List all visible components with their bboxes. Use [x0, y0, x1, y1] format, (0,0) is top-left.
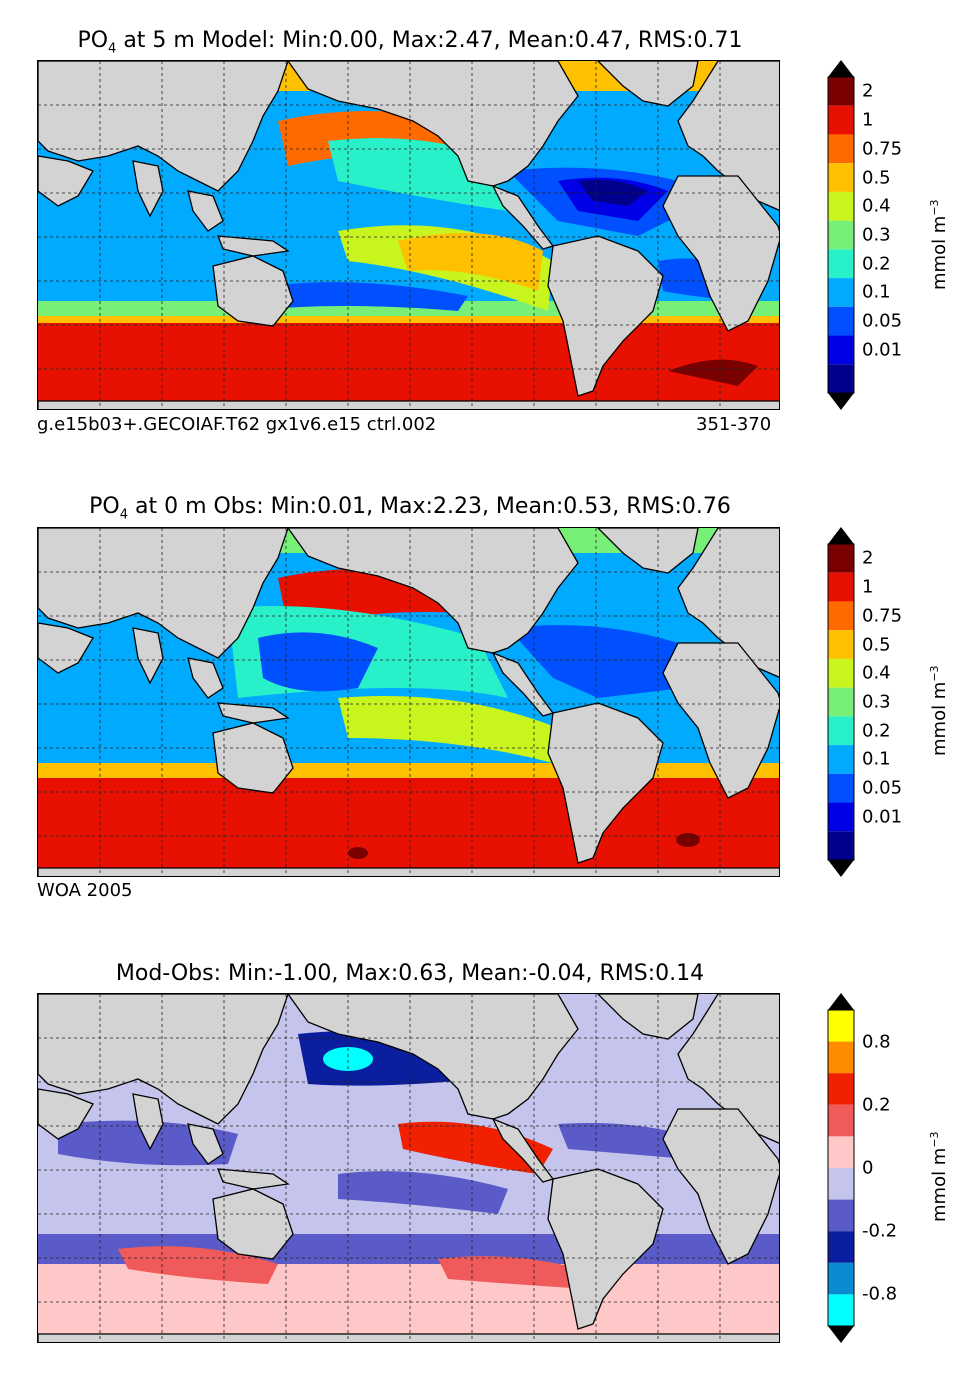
colorbar-tick-label: 0.01	[862, 806, 903, 828]
colorbar-swatch	[828, 745, 854, 774]
colorbar-swatch	[828, 163, 854, 192]
colorbar-swatch	[828, 1168, 854, 1200]
colorbar-swatch	[828, 1041, 854, 1074]
colorbar-swatch	[828, 658, 854, 688]
diff-map	[37, 993, 780, 1343]
colorbar-swatch	[828, 687, 854, 717]
colorbar-tick-label: 1	[862, 109, 874, 131]
colorbar-swatch	[828, 1136, 854, 1168]
colorbar-swatch	[828, 105, 854, 135]
diff-colorbar	[827, 993, 855, 1343]
colorbar-swatch	[828, 1262, 854, 1295]
colorbar-tick-label: 0.1	[862, 281, 891, 303]
colorbar-tick-label: 0.2	[862, 253, 891, 275]
colorbar-swatch	[828, 278, 854, 307]
panel-title: PO4 at 0 m Obs: Min:0.01, Max:2.23, Mean…	[89, 494, 731, 523]
colorbar-swatch	[828, 191, 854, 221]
colorbar-tick-label: 0.4	[862, 195, 891, 217]
colorbar-swatch	[828, 1199, 854, 1232]
colorbar-tick-label: 0.3	[862, 691, 891, 713]
colorbar-swatch	[828, 630, 854, 659]
colorbar-tick-label: 0.75	[862, 138, 903, 160]
year-range: 351-370	[696, 414, 772, 435]
obs-colorbar	[827, 527, 855, 877]
colorbar-swatch	[828, 1231, 854, 1263]
colorbar-tick-label: 0.05	[862, 310, 903, 332]
colorbar-swatch	[828, 1104, 854, 1137]
colorbar-swatch	[828, 572, 854, 602]
colorbar-tick-label: 0	[862, 1157, 874, 1179]
colorbar-tick-label: -0.2	[862, 1220, 898, 1242]
colorbar-tick-label: 0.3	[862, 224, 891, 246]
colorbar-tick-label: 0.4	[862, 662, 891, 684]
colorbar-swatch	[828, 831, 854, 860]
colorbar-tick-label: 2	[862, 547, 874, 569]
colorbar-swatch	[828, 1010, 854, 1042]
colorbar-tick-label: 2	[862, 80, 874, 102]
colorbar-swatch	[828, 1073, 854, 1105]
colorbar-tick-label: 0.75	[862, 605, 903, 627]
colorbar-swatch	[828, 544, 854, 573]
model-colorbar	[827, 60, 855, 410]
colorbar-swatch	[828, 1294, 854, 1326]
colorbar-tick-label: 0.8	[862, 1031, 891, 1053]
colorbar-tick-label: 1	[862, 576, 874, 598]
model-map	[37, 60, 780, 410]
colorbar-tick-label: 0.5	[862, 167, 891, 189]
colorbar-unit-label: mmol m−3	[928, 1131, 950, 1222]
colorbar-swatch	[828, 220, 854, 250]
colorbar-tick-label: 0.05	[862, 777, 903, 799]
colorbar-swatch	[828, 77, 854, 106]
colorbar-tick-label: 0.2	[862, 1094, 891, 1116]
colorbar-tick-label: -0.8	[862, 1283, 898, 1305]
obs-source: WOA 2005	[37, 880, 133, 901]
colorbar-swatch	[828, 134, 854, 164]
obs-map	[37, 527, 780, 877]
colorbar-swatch	[828, 249, 854, 279]
colorbar-swatch	[828, 335, 854, 365]
panel-title: PO4 at 5 m Model: Min:0.00, Max:2.47, Me…	[77, 28, 743, 57]
run-name: g.e15b03+.GECOIAF.T62 gx1v6.e15 ctrl.002	[37, 414, 437, 435]
colorbar-tick-label: 0.1	[862, 748, 891, 770]
colorbar-tick-label: 0.01	[862, 339, 903, 361]
colorbar-unit-label: mmol m−3	[928, 199, 950, 290]
colorbar-unit-label: mmol m−3	[928, 665, 950, 756]
colorbar-swatch	[828, 773, 854, 803]
colorbar-swatch	[828, 601, 854, 631]
colorbar-tick-label: 0.5	[862, 634, 891, 656]
colorbar-swatch	[828, 716, 854, 746]
colorbar-tick-label: 0.2	[862, 720, 891, 742]
panel-title: Mod-Obs: Min:-1.00, Max:0.63, Mean:-0.04…	[115, 961, 705, 986]
colorbar-swatch	[828, 364, 854, 393]
colorbar-swatch	[828, 306, 854, 336]
colorbar-swatch	[828, 802, 854, 832]
